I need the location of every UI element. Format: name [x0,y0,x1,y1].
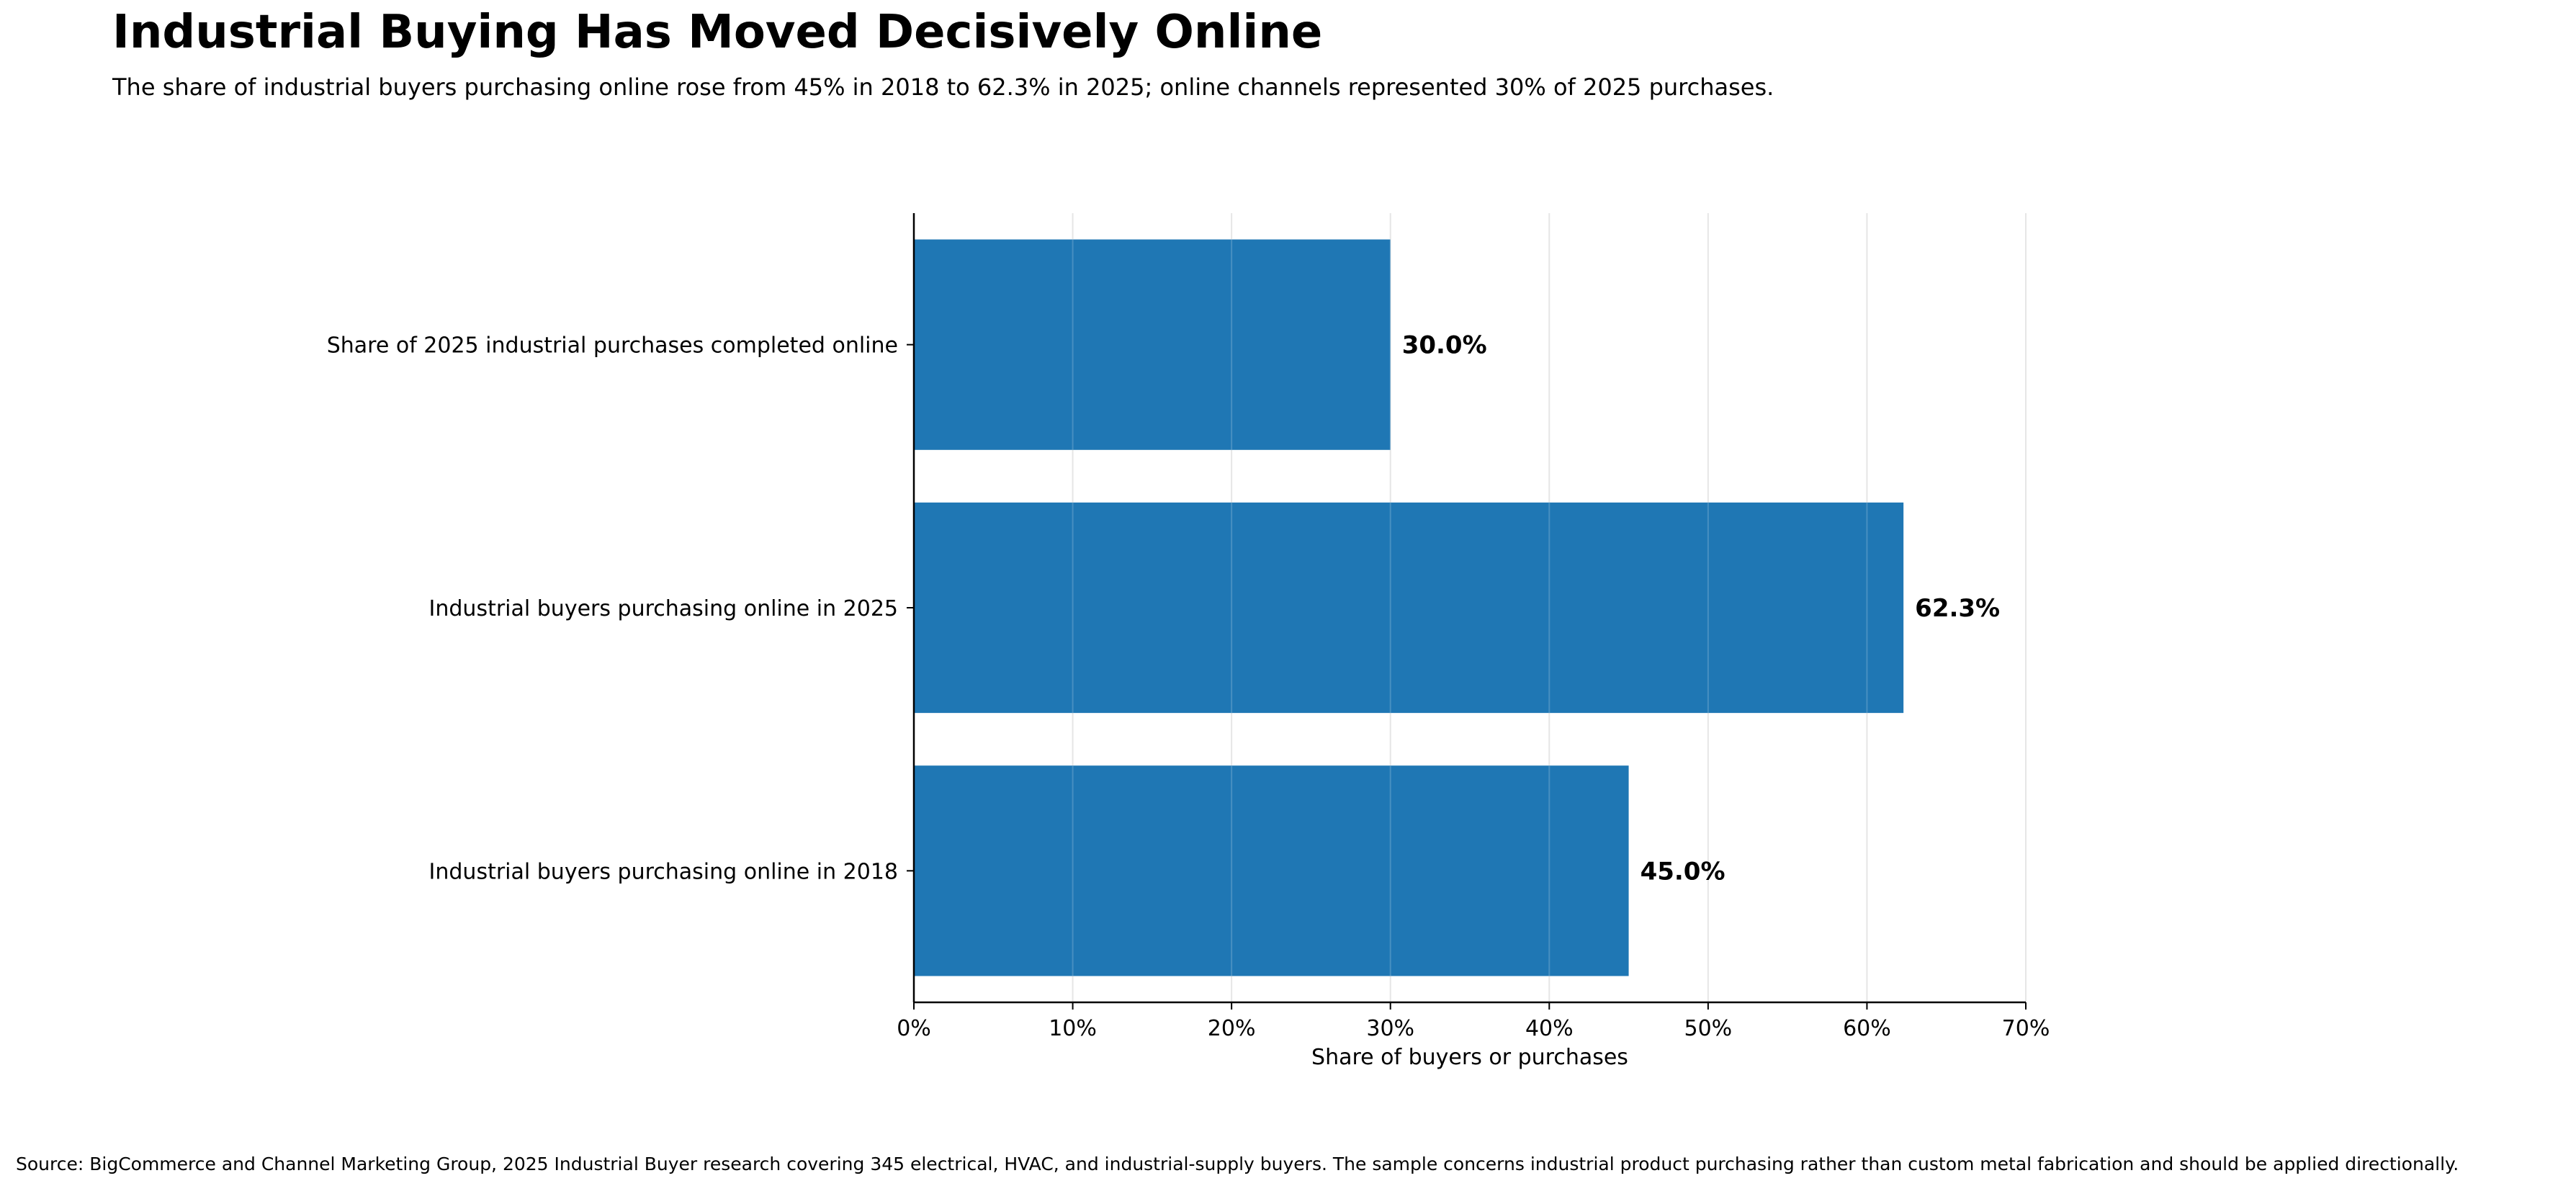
x-tick-label: 50% [1684,1016,1733,1041]
category-label: Share of 2025 industrial purchases compl… [327,333,898,359]
x-tick-label: 60% [1843,1016,1891,1041]
data-label: 62.3% [1915,594,2000,623]
axes [907,213,2027,1010]
source-note: Source: BigCommerce and Channel Marketin… [16,1154,2459,1174]
x-tick-label: 0% [897,1016,931,1041]
x-axis-title: Share of buyers or purchases [1311,1045,1628,1070]
labels: 30.0% Share of 2025 industrial purchases … [327,331,2050,1070]
x-tick-label: 70% [2002,1016,2050,1041]
x-tick-label: 10% [1049,1016,1097,1041]
x-tick-label: 20% [1208,1016,1256,1041]
bars [914,239,1904,976]
chart-subtitle: The share of industrial buyers purchasin… [112,73,1774,101]
data-label: 30.0% [1402,331,1487,360]
category-label: Industrial buyers purchasing online in 2… [429,859,898,884]
x-tick-label: 40% [1525,1016,1574,1041]
data-label: 45.0% [1641,857,1725,886]
x-tick-label: 30% [1366,1016,1414,1041]
bar [914,239,1391,450]
bar [914,502,1904,714]
category-label: Industrial buyers purchasing online in 2… [429,596,898,621]
chart-title: Industrial Buying Has Moved Decisively O… [112,6,1323,59]
bar [914,765,1629,976]
